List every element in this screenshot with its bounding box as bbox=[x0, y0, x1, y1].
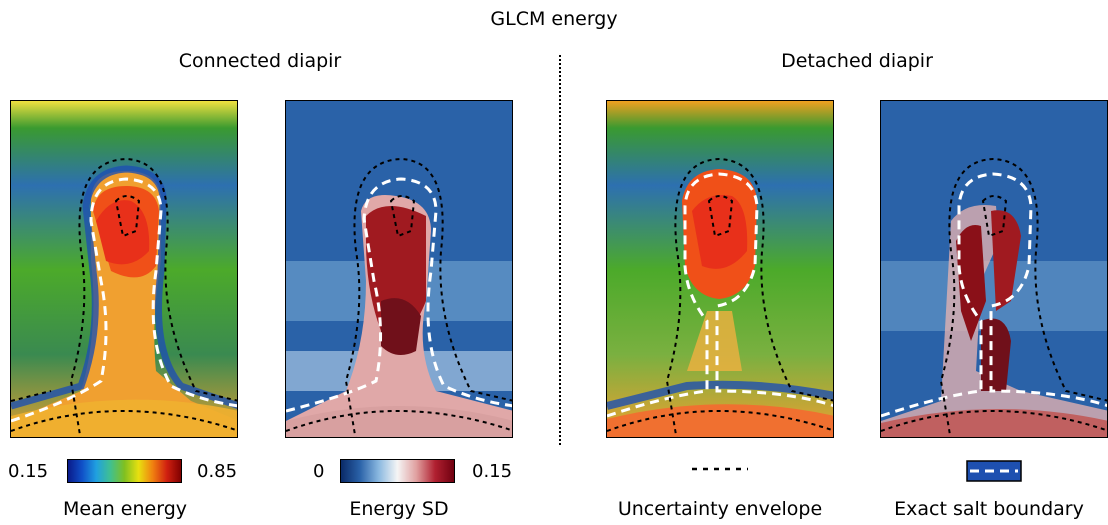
colorbar-mean-max: 0.85 bbox=[197, 461, 238, 482]
figure-title: GLCM energy bbox=[490, 8, 618, 30]
group-title-detached: Detached diapir bbox=[781, 50, 933, 72]
panel-connected-energy-sd bbox=[285, 100, 513, 438]
colorbar-mean-energy bbox=[67, 459, 182, 483]
colorbar-mean-min: 0.15 bbox=[8, 461, 49, 482]
panel-detached-mean-energy bbox=[606, 100, 834, 438]
panel-connected-mean-energy bbox=[10, 100, 238, 438]
legend-boundary-label: Exact salt boundary bbox=[894, 498, 1084, 520]
legend-uncertainty-label: Uncertainty envelope bbox=[617, 498, 823, 520]
legend-dashed-boundary-icon bbox=[966, 460, 1022, 482]
colorbar-sd-label: Energy SD bbox=[349, 498, 449, 520]
colorbar-sd-max: 0.15 bbox=[472, 461, 513, 482]
colorbar-mean-label: Mean energy bbox=[62, 498, 187, 520]
colorbar-sd-min: 0 bbox=[313, 461, 325, 482]
group-divider bbox=[559, 55, 561, 445]
group-title-connected: Connected diapir bbox=[178, 50, 342, 72]
legend-dotted-line-icon bbox=[692, 467, 748, 471]
colorbar-energy-sd bbox=[340, 459, 455, 483]
panel-detached-energy-sd bbox=[880, 100, 1108, 438]
